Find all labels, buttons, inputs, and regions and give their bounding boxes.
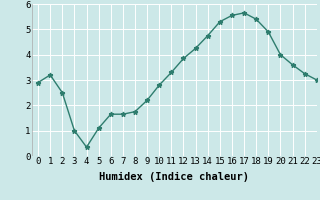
X-axis label: Humidex (Indice chaleur): Humidex (Indice chaleur) [100, 172, 249, 182]
